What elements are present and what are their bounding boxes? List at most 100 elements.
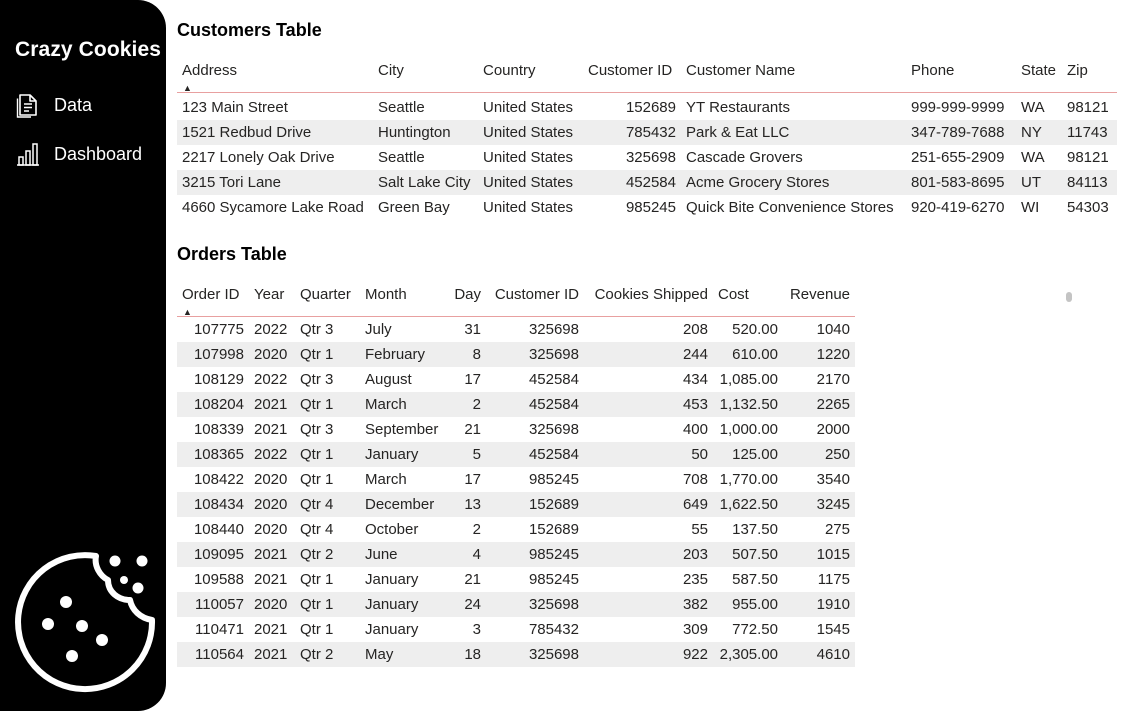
table-cell: 107998	[177, 342, 249, 367]
table-cell: January	[365, 571, 419, 588]
table-row[interactable]: 110564 2021 Qtr 2 May 18 325698 922 2,305.00 461…	[177, 642, 855, 667]
sort-ascending-icon: ▲	[183, 307, 192, 317]
table-cell: United States	[478, 170, 583, 195]
table-cell: 309	[682, 621, 708, 638]
table-row[interactable]: 109588 2021 Qtr 1 January 21 985245 235 587.50 1…	[177, 567, 855, 592]
table-cell: 772.50	[732, 621, 778, 638]
table-cell: 2,305.00	[713, 642, 783, 667]
cookie-icon	[15, 552, 156, 693]
table-row[interactable]: 1521 Redbud Drive Huntington United States…	[177, 120, 1117, 145]
table-cell: 382	[584, 592, 713, 617]
column-header-order-id[interactable]: Order ID ▲	[177, 272, 249, 317]
table-row[interactable]: 108365 2022 Qtr 1 January 5 452584 50 125.00 250	[177, 442, 855, 467]
column-header-state[interactable]: State	[1021, 61, 1057, 79]
table-cell: 4660 Sycamore Lake Road	[182, 199, 364, 216]
scrollbar-thumb[interactable]	[1066, 292, 1072, 302]
column-header-cost[interactable]: Cost	[718, 285, 749, 303]
table-cell: 2170	[816, 371, 850, 388]
table-row[interactable]: 110057 2020 Qtr 1 January 24 325698 382 955.00 1…	[177, 592, 855, 617]
table-cell: WI	[1021, 199, 1040, 216]
table-cell: 21	[464, 571, 481, 588]
table-cell: 123 Main Street	[182, 99, 288, 116]
table-cell: 2020	[254, 471, 288, 488]
table-cell: 13	[448, 492, 486, 517]
table-cell: January	[365, 621, 419, 638]
nav-item-dashboard-label: Dashboard	[54, 143, 143, 164]
table-cell: 275	[824, 521, 850, 538]
table-row[interactable]: 108422 2020 Qtr 1 March 17 985245 708 1,770.00 3…	[177, 467, 855, 492]
table-cell: Qtr 4	[295, 492, 360, 517]
table-cell: United States	[483, 99, 574, 116]
table-cell: 137.50	[732, 521, 778, 538]
table-row[interactable]: 108129 2022 Qtr 3 August 17 452584 434 1,085.00…	[177, 367, 855, 392]
table-cell: 1220	[783, 342, 855, 367]
table-cell: 2265	[783, 392, 855, 417]
table-cell: 110471	[195, 621, 244, 638]
table-row[interactable]: 2217 Lonely Oak Drive Seattle United State…	[177, 145, 1117, 170]
table-cell: 1,770.00	[719, 471, 778, 488]
nav-item-data[interactable]: Data	[16, 92, 92, 118]
table-cell: Qtr 1	[295, 392, 360, 417]
table-cell: 785432	[583, 120, 681, 145]
column-header-city[interactable]: City	[378, 61, 404, 79]
table-row[interactable]: 107775 2022 Qtr 3 July 31 325698 208 520.00 1040	[177, 317, 855, 343]
table-row[interactable]: 108434 2020 Qtr 4 December 13 152689 649 1,622.…	[177, 492, 855, 517]
table-cell: 18	[448, 642, 486, 667]
column-header-country[interactable]: Country	[483, 61, 536, 79]
column-header-customer-id[interactable]: Customer ID	[494, 285, 579, 303]
table-cell: 17	[464, 471, 481, 488]
table-cell: WA	[1021, 149, 1045, 166]
table-cell: 2021	[254, 621, 288, 638]
table-cell: 507.50	[713, 542, 783, 567]
table-row[interactable]: 4660 Sycamore Lake Road Green Bay United S…	[177, 195, 1117, 220]
orders-table-title: Orders Table	[177, 244, 287, 264]
column-header-zip[interactable]: Zip	[1067, 61, 1088, 79]
table-header-row: Order ID ▲ Year Quarter Month Day Custom…	[177, 272, 855, 317]
column-header-phone[interactable]: Phone	[911, 61, 955, 79]
table-cell: June	[360, 542, 448, 567]
column-header-customer-id[interactable]: Customer ID	[588, 61, 673, 79]
table-cell: Qtr 1	[295, 442, 360, 467]
table-row[interactable]: 123 Main Street Seattle United States 15268…	[177, 93, 1117, 121]
table-cell: Qtr 3	[300, 421, 334, 438]
column-header-day[interactable]: Day	[454, 285, 481, 303]
column-header-year[interactable]: Year	[254, 285, 285, 303]
table-cell: 2020	[249, 592, 295, 617]
customers-table-body: 123 Main Street Seattle United States 15268…	[177, 93, 1117, 221]
table-cell: 999-999-9999	[911, 99, 1005, 116]
column-header-cookies-shipped[interactable]: Cookies Shipped	[594, 285, 708, 303]
table-cell: 203	[584, 542, 713, 567]
table-cell: 2020	[249, 342, 295, 367]
column-header-revenue[interactable]: Revenue	[789, 285, 850, 303]
table-cell: 152689	[625, 99, 676, 116]
table-cell: 2022	[254, 321, 288, 338]
table-row[interactable]: 3215 Tori Lane Salt Lake City United State…	[177, 170, 1117, 195]
table-cell: 107775	[193, 321, 244, 338]
table-cell: 1,085.00	[719, 371, 778, 388]
column-header-quarter[interactable]: Quarter	[300, 285, 351, 303]
table-row[interactable]: 107998 2020 Qtr 1 February 8 325698 244 610.00 1…	[177, 342, 855, 367]
table-cell: Qtr 1	[300, 471, 334, 488]
nav-item-dashboard[interactable]: Dashboard	[16, 141, 142, 167]
table-cell: 55	[691, 521, 708, 538]
customers-table-title: Customers Table	[177, 20, 322, 40]
table-row[interactable]: 108339 2021 Qtr 3 September 21 325698 400 1,000…	[177, 417, 855, 442]
table-cell: 2021	[249, 642, 295, 667]
table-row[interactable]: 108204 2021 Qtr 1 March 2 452584 453 1,132.50 22…	[177, 392, 855, 417]
column-header-customer-name[interactable]: Customer Name	[686, 61, 796, 79]
table-cell: 208	[682, 321, 708, 338]
table-cell: March	[365, 471, 407, 488]
table-cell: Seattle	[378, 99, 425, 116]
table-cell: 31	[464, 321, 481, 338]
column-header-label: Order ID	[182, 285, 240, 303]
column-header-address[interactable]: Address ▲	[177, 48, 373, 93]
table-cell: 452584	[486, 392, 584, 417]
table-cell: Salt Lake City	[373, 170, 478, 195]
table-row[interactable]: 109095 2021 Qtr 2 June 4 985245 203 507.50 1015	[177, 542, 855, 567]
table-row[interactable]: 110471 2021 Qtr 1 January 3 785432 309 772.50 15…	[177, 617, 855, 642]
column-header-month[interactable]: Month	[365, 285, 407, 303]
table-cell: 21	[464, 421, 481, 438]
table-row[interactable]: 108440 2020 Qtr 4 October 2 152689 55 137.50 275	[177, 517, 855, 542]
table-cell: 4	[448, 542, 486, 567]
table-cell: 109095	[177, 542, 249, 567]
